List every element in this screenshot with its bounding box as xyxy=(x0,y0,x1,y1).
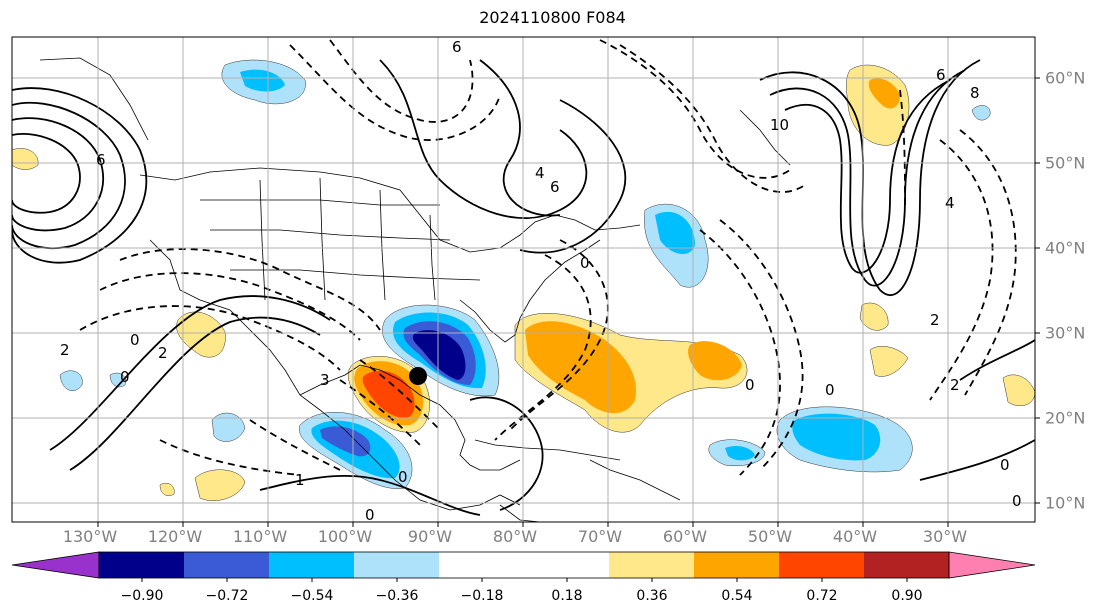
colorbar-swatch xyxy=(779,552,864,578)
colorbar-tick-label: 0.18 xyxy=(551,588,583,604)
lat-label: 10°N xyxy=(1045,493,1086,513)
colorbar-tick-label: −0.54 xyxy=(290,588,334,604)
contour-label: 10 xyxy=(770,116,789,134)
contour-label: 6 xyxy=(936,66,946,84)
lon-label: 80°W xyxy=(492,527,538,546)
contour-label: 0 xyxy=(120,368,130,386)
contour-label: 0 xyxy=(745,376,755,394)
colorbar-swatch xyxy=(269,552,354,578)
colorbar-extend-low xyxy=(11,551,100,579)
map-title: 2024110800 F084 xyxy=(479,8,626,27)
lon-label: 90°W xyxy=(407,527,453,546)
contour-label: 6 xyxy=(96,151,106,169)
contour-label: 2 xyxy=(158,344,168,362)
lat-label: 60°N xyxy=(1045,68,1086,88)
contour-label: 4 xyxy=(535,164,545,182)
colorbar xyxy=(11,551,1036,582)
contour-label: 0 xyxy=(580,254,590,272)
colorbar-swatch xyxy=(609,552,694,578)
lon-label: 30°W xyxy=(922,527,968,546)
lon-label: 60°W xyxy=(662,527,708,546)
lat-label: 40°N xyxy=(1045,238,1086,258)
colorbar-extend-high xyxy=(948,551,1036,579)
lat-label: 20°N xyxy=(1045,408,1086,428)
contour-label: 2 xyxy=(950,376,960,394)
contour-label: 0 xyxy=(365,506,375,524)
contour-label: 0 xyxy=(398,468,408,486)
contour-label: 6 xyxy=(550,178,560,196)
lon-label: 70°W xyxy=(577,527,623,546)
lat-label: 30°N xyxy=(1045,323,1086,343)
contour-label: 0 xyxy=(1000,456,1010,474)
colorbar-swatch xyxy=(184,552,269,578)
colorbar-tick-label: −0.90 xyxy=(120,588,164,604)
colorbar-tick-label: 0.36 xyxy=(636,588,668,604)
lat-label: 50°N xyxy=(1045,153,1086,173)
coastlines xyxy=(39,57,791,522)
colorbar-swatch xyxy=(439,552,609,578)
colorbar-swatch xyxy=(694,552,779,578)
contour-label: 1 xyxy=(295,471,305,489)
shaded-anomalies xyxy=(12,59,1035,501)
lon-label: 40°W xyxy=(832,527,878,546)
colorbar-tick-label: 0.90 xyxy=(891,588,923,604)
contour-label: 8 xyxy=(970,84,980,102)
contour-lines xyxy=(12,59,1035,516)
colorbar-tick-label: 0.54 xyxy=(721,588,753,604)
graticule xyxy=(12,37,1035,522)
lon-label: 50°W xyxy=(747,527,793,546)
colorbar-tick-label: −0.36 xyxy=(375,588,419,604)
contour-label: 2 xyxy=(60,341,70,359)
contour-number-labels: 6 6 6 6 10 8 4 4 0 0 0 0 0 0 0 0 2 2 2 2… xyxy=(60,38,1022,524)
contour-label: 2 xyxy=(930,311,940,329)
contour-label: 3 xyxy=(320,371,330,389)
colorbar-outline xyxy=(98,551,950,579)
lon-label: 100°W xyxy=(317,527,373,546)
lon-label: 130°W xyxy=(62,527,118,546)
contour-label: 6 xyxy=(452,38,462,56)
storm-center-marker xyxy=(409,367,427,385)
lon-label: 110°W xyxy=(232,527,288,546)
colorbar-swatch xyxy=(864,552,949,578)
contour-label: 0 xyxy=(130,331,140,349)
contour-label: 4 xyxy=(945,194,955,212)
colorbar-tick-label: −0.18 xyxy=(460,588,504,604)
colorbar-swatch xyxy=(354,552,439,578)
colorbar-tick-label: 0.72 xyxy=(806,588,838,604)
axis-ticks xyxy=(97,77,1040,527)
dashed-contour-lines xyxy=(79,39,1017,476)
colorbar-swatch xyxy=(99,552,184,578)
lon-label: 120°W xyxy=(147,527,203,546)
contour-label: 0 xyxy=(825,381,835,399)
contour-label: 0 xyxy=(1012,492,1022,510)
colorbar-tick-label: −0.72 xyxy=(205,588,249,604)
